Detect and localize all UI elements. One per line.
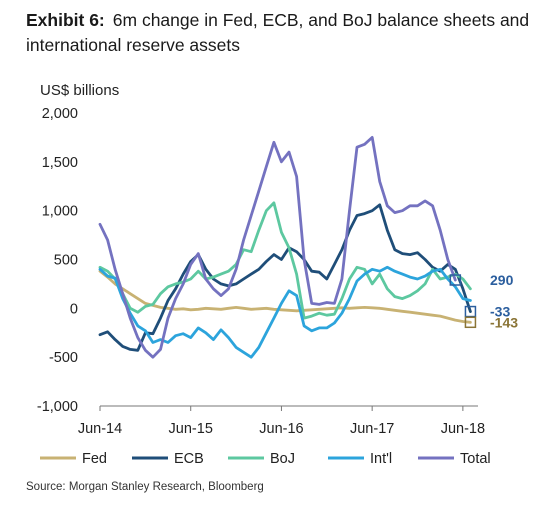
legend-label: ECB (174, 451, 204, 467)
exhibit-label: Exhibit 6: (26, 10, 105, 30)
source-note: Source: Morgan Stanley Research, Bloombe… (26, 481, 264, 493)
legend-label: BoJ (270, 451, 295, 467)
chart-title: Exhibit 6: 6m change in Fed, ECB, and BoJ… (26, 8, 531, 58)
series-lines (98, 136, 472, 359)
y-tick-label: 0 (70, 301, 78, 317)
y-tick-label: -1,000 (37, 399, 78, 415)
x-tick-label: Jun-17 (350, 421, 394, 437)
series-line-ecb (98, 203, 472, 352)
series-line-total (98, 136, 457, 359)
legend-label: Total (460, 451, 491, 467)
y-axis: -1,000 -500 0 500 1,000 1,500 2,000 (37, 106, 78, 415)
end-marker (464, 316, 477, 329)
title-text: 6m change in Fed, ECB, and BoJ balance s… (26, 10, 530, 55)
series-line-boj (98, 201, 472, 320)
end-value-label: 290 (490, 272, 514, 288)
y-axis-label: US$ billions (40, 82, 119, 99)
x-tick-label: Jun-18 (441, 421, 485, 437)
y-tick-label: -500 (49, 350, 78, 366)
x-tick-label: Jun-14 (78, 421, 122, 437)
y-tick-label: 1,000 (42, 204, 78, 220)
x-tick-label: Jun-15 (169, 421, 213, 437)
y-tick-label: 2,000 (42, 106, 78, 122)
x-axis: Jun-14 Jun-15 Jun-16 Jun-17 Jun-18 (78, 406, 485, 437)
legend: Fed ECB BoJ Int'l Total (40, 451, 491, 467)
y-tick-label: 1,500 (42, 155, 78, 171)
x-tick-label: Jun-16 (259, 421, 303, 437)
legend-label: Int'l (370, 451, 392, 467)
end-value-label: -33 (490, 304, 510, 320)
end-labels: 290 -33-143 (449, 272, 518, 330)
legend-label: Fed (82, 451, 107, 467)
end-marker (449, 274, 462, 286)
end-value-label: -143 (490, 314, 518, 330)
y-tick-label: 500 (54, 253, 78, 269)
series-line-fed (98, 269, 472, 324)
